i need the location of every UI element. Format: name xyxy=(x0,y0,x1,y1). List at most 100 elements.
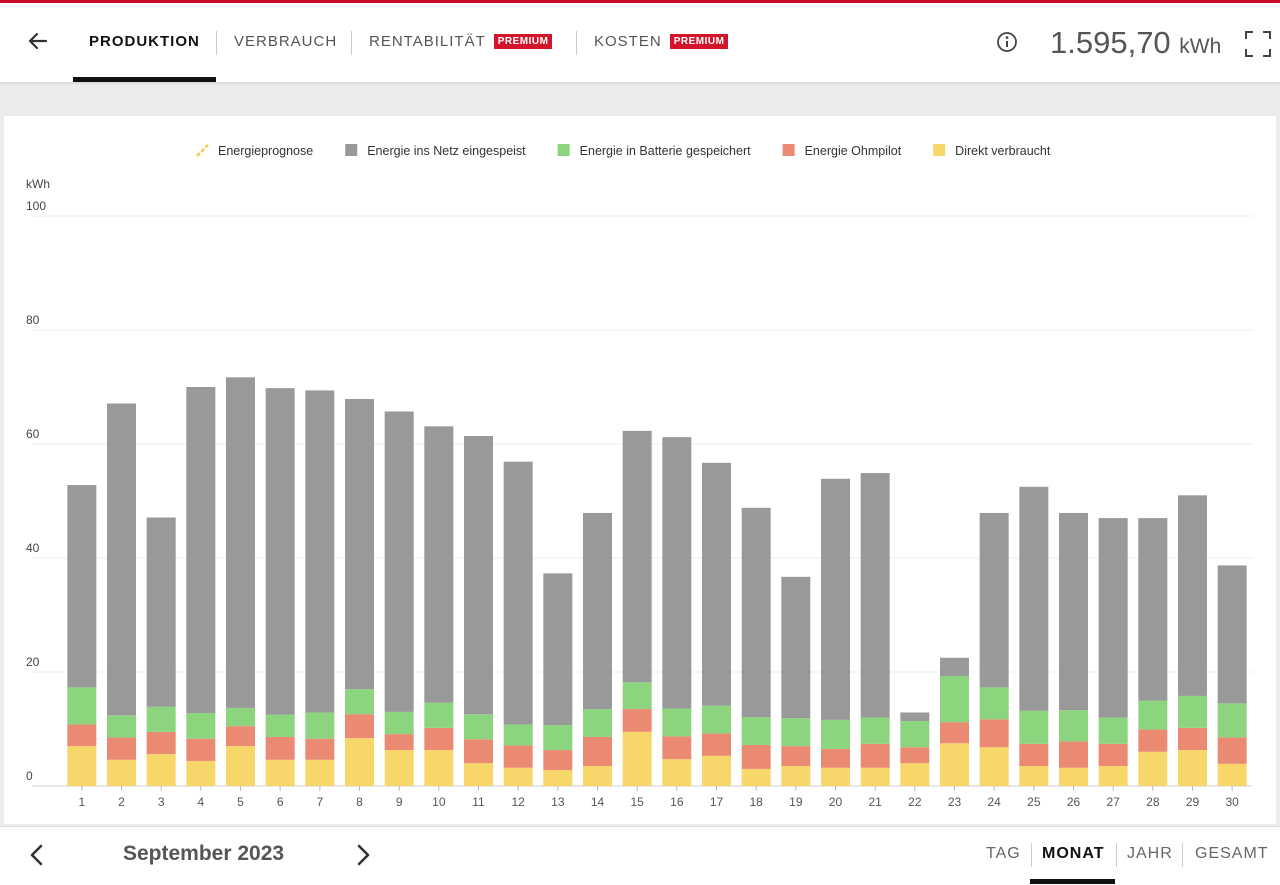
total-energy: 1.595,70 kWh xyxy=(1050,25,1221,61)
x-tick-label: 12 xyxy=(511,795,525,809)
legend-swatch xyxy=(196,144,209,157)
x-tick-label: 14 xyxy=(591,795,605,809)
tab-verbrauch[interactable]: VERBRAUCH xyxy=(234,33,338,50)
chevron-right-icon[interactable] xyxy=(350,841,374,869)
x-tick-label: 19 xyxy=(789,795,803,809)
bar-segment xyxy=(1178,727,1207,751)
x-tick-label: 2 xyxy=(118,795,125,809)
bar-segment xyxy=(305,712,335,739)
premium-badge: PREMIUM xyxy=(493,34,553,49)
bar-segment xyxy=(186,760,216,786)
tab-rentabilitaet-label: RENTABILITÄT xyxy=(369,33,486,50)
chevron-left-icon[interactable] xyxy=(26,841,50,869)
tab-kosten-label: KOSTEN xyxy=(594,33,662,50)
bar-segment xyxy=(1138,700,1168,730)
bar-segment xyxy=(583,709,612,737)
bar-segment xyxy=(583,766,612,786)
bar-segment xyxy=(702,462,731,706)
total-unit: kWh xyxy=(1179,35,1222,58)
period-monat[interactable]: MONAT xyxy=(1042,845,1105,862)
chart-card: Energieprognose Energie ins Netz eingespe… xyxy=(4,116,1276,824)
bar-segment xyxy=(1217,737,1247,764)
bar-segment xyxy=(1178,695,1207,728)
brand-top-line xyxy=(0,0,1280,3)
x-tick-label: 16 xyxy=(670,795,684,809)
info-icon[interactable] xyxy=(996,31,1018,53)
bar-segment xyxy=(1019,743,1049,767)
legend-label: Direkt verbraucht xyxy=(955,144,1051,158)
y-tick-label: 80 xyxy=(26,313,40,327)
bar-segment xyxy=(345,689,374,715)
bar-segment xyxy=(662,708,692,737)
period-jahr[interactable]: JAHR xyxy=(1127,845,1173,862)
bar-segment xyxy=(821,767,850,786)
bar-segment xyxy=(305,390,335,713)
total-value: 1.595,70 xyxy=(1050,25,1171,60)
x-tick-label: 30 xyxy=(1225,795,1239,809)
bar-segment xyxy=(979,747,1009,786)
bar-segment xyxy=(860,717,890,744)
bar-segment xyxy=(821,478,850,720)
bar-segment xyxy=(860,767,890,786)
bar-segment xyxy=(821,748,850,768)
legend-swatch xyxy=(345,144,358,156)
bar-segment xyxy=(1178,750,1207,786)
bar-segment xyxy=(424,750,454,786)
x-tick-label: 10 xyxy=(432,795,446,809)
bar-segment xyxy=(583,512,612,710)
bar-segment xyxy=(741,768,771,786)
tab-separator xyxy=(576,31,577,55)
bar-segment xyxy=(226,707,255,727)
legend-swatch xyxy=(933,144,946,156)
bar-segment xyxy=(464,763,493,786)
period-active-indicator xyxy=(1030,879,1115,884)
x-tick-label: 25 xyxy=(1027,795,1041,809)
bar-segment xyxy=(503,745,533,768)
bar-segment xyxy=(146,517,176,707)
x-tick-label: 21 xyxy=(868,795,882,809)
period-gesamt[interactable]: GESAMT xyxy=(1195,845,1269,862)
bar-segment xyxy=(860,473,890,718)
bar-segment xyxy=(781,746,811,767)
bar-segment xyxy=(384,411,414,712)
bar-segment xyxy=(940,657,969,676)
bar-segment xyxy=(146,754,176,786)
bar-segment xyxy=(186,713,216,739)
bar-segment xyxy=(384,750,414,786)
tab-produktion[interactable]: PRODUKTION xyxy=(89,33,200,50)
bar-segment xyxy=(503,461,533,725)
period-separator xyxy=(1182,843,1183,867)
bar-segment xyxy=(1138,518,1168,701)
bar-segment xyxy=(662,736,692,760)
x-tick-label: 4 xyxy=(197,795,204,809)
bar-segment xyxy=(1098,518,1128,718)
x-tick-label: 13 xyxy=(551,795,565,809)
bar-segment xyxy=(146,731,176,755)
bar-segment xyxy=(622,709,652,732)
bar-segment xyxy=(979,719,1009,748)
fullscreen-icon[interactable] xyxy=(1244,30,1272,58)
bar-segment xyxy=(781,766,811,786)
bar-segment xyxy=(741,717,771,745)
bar-segment xyxy=(464,739,493,764)
bar-segment xyxy=(622,731,652,786)
y-tick-label: 40 xyxy=(26,541,40,555)
bar-segment xyxy=(860,743,890,768)
tab-kosten[interactable]: KOSTEN PREMIUM xyxy=(594,33,729,50)
back-arrow-icon[interactable] xyxy=(24,27,52,55)
bar-segment xyxy=(622,682,652,710)
bar-segment xyxy=(464,714,493,740)
x-tick-label: 3 xyxy=(158,795,165,809)
tab-separator xyxy=(351,31,352,55)
bar-segment xyxy=(900,747,930,764)
bar-segment xyxy=(583,736,612,767)
legend-swatch xyxy=(782,144,795,156)
bar-segment xyxy=(1059,741,1088,768)
x-tick-label: 15 xyxy=(630,795,644,809)
bar-segment xyxy=(543,725,573,751)
bar-segment xyxy=(1138,751,1168,786)
period-tag[interactable]: TAG xyxy=(986,845,1021,862)
x-tick-label: 23 xyxy=(948,795,962,809)
bar-segment xyxy=(1059,767,1088,786)
tab-rentabilitaet[interactable]: RENTABILITÄT PREMIUM xyxy=(369,33,553,50)
